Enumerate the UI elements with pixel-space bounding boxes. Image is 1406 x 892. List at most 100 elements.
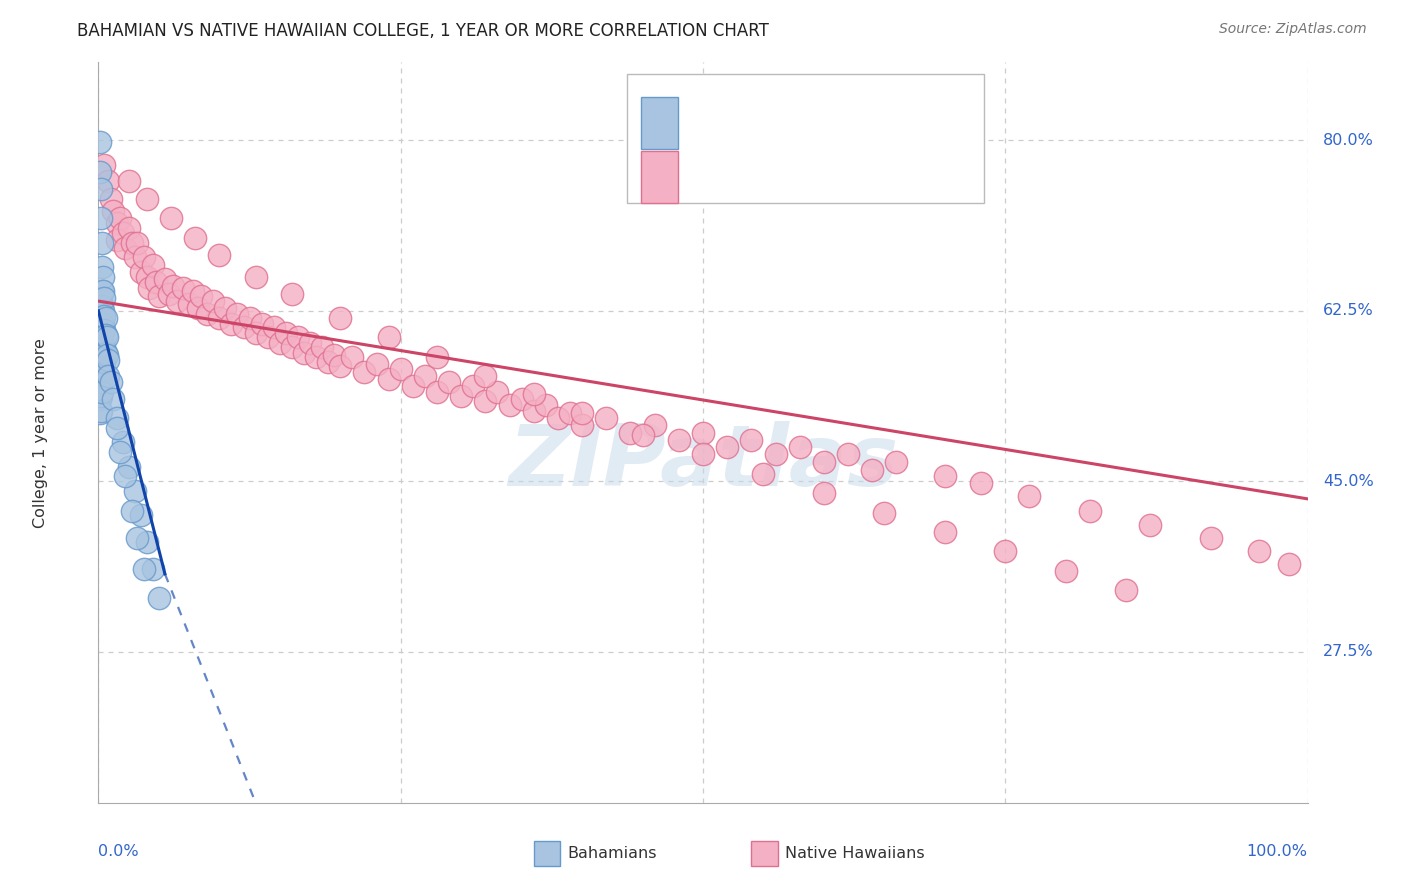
Text: R = −0.494   N = 115: R = −0.494 N = 115 xyxy=(693,169,911,186)
Point xyxy=(91,330,114,344)
Point xyxy=(90,182,112,196)
Point xyxy=(89,318,111,333)
Point xyxy=(148,289,170,303)
Point xyxy=(534,398,557,412)
Point xyxy=(813,455,835,469)
Point xyxy=(366,358,388,372)
Point xyxy=(934,524,956,539)
Point xyxy=(134,250,156,264)
Point xyxy=(91,285,114,299)
Point xyxy=(97,352,120,367)
Point xyxy=(269,336,291,351)
Point xyxy=(96,330,118,344)
Point xyxy=(1018,489,1040,503)
Point xyxy=(105,421,128,435)
Point xyxy=(1139,518,1161,533)
Point xyxy=(91,348,114,362)
Point xyxy=(329,359,352,374)
Point xyxy=(402,379,425,393)
Point xyxy=(127,531,149,545)
Point xyxy=(118,221,141,235)
Point xyxy=(281,340,304,354)
Point xyxy=(1115,583,1137,598)
Point xyxy=(1054,564,1077,578)
Point xyxy=(93,158,115,172)
Point xyxy=(142,562,165,576)
Point xyxy=(970,476,993,491)
Point xyxy=(571,417,593,432)
Point xyxy=(121,503,143,517)
Point xyxy=(184,231,207,245)
Point xyxy=(89,392,111,406)
Point xyxy=(263,320,285,334)
Point xyxy=(97,369,120,384)
Point xyxy=(994,544,1017,558)
Point xyxy=(89,303,111,318)
Point xyxy=(547,411,569,425)
Point xyxy=(463,379,485,393)
Point xyxy=(93,291,115,305)
Point xyxy=(202,294,225,309)
Point xyxy=(89,164,111,178)
Point xyxy=(91,269,114,284)
Point xyxy=(239,310,262,325)
Point xyxy=(498,398,520,412)
Point xyxy=(91,235,114,250)
Point xyxy=(91,303,114,318)
Point xyxy=(208,310,231,325)
Point xyxy=(105,411,128,425)
Point xyxy=(716,440,738,454)
Point xyxy=(93,340,115,354)
Point xyxy=(426,384,449,399)
Text: 45.0%: 45.0% xyxy=(1323,474,1374,489)
Text: 62.5%: 62.5% xyxy=(1323,303,1374,318)
Text: Bahamians: Bahamians xyxy=(568,846,657,861)
Point xyxy=(316,355,339,369)
Point xyxy=(118,459,141,474)
Point xyxy=(837,447,859,461)
Text: ZIPatlas: ZIPatlas xyxy=(508,421,898,504)
Point xyxy=(101,392,124,406)
Point xyxy=(91,338,114,352)
Point xyxy=(474,369,496,384)
Point xyxy=(740,434,762,448)
Point xyxy=(389,362,412,376)
Point xyxy=(342,350,364,364)
Text: R = −0.375   N =  63: R = −0.375 N = 63 xyxy=(693,114,911,132)
Point xyxy=(860,462,883,476)
Point xyxy=(208,248,231,262)
Point xyxy=(134,562,156,576)
Point xyxy=(114,240,136,255)
Point xyxy=(124,250,146,264)
Point xyxy=(245,326,267,341)
Point xyxy=(160,211,183,226)
Point xyxy=(292,345,315,359)
Point xyxy=(232,320,254,334)
Point xyxy=(523,386,546,401)
Point xyxy=(135,269,157,284)
Point xyxy=(510,392,533,406)
Point xyxy=(813,486,835,500)
Point xyxy=(1249,544,1271,558)
Point xyxy=(523,404,546,418)
Point xyxy=(162,279,184,293)
Point xyxy=(311,340,333,354)
Point xyxy=(226,307,249,321)
Point xyxy=(426,350,449,364)
Point xyxy=(108,445,131,459)
Point xyxy=(571,406,593,420)
Point xyxy=(873,506,896,520)
Point xyxy=(89,362,111,376)
Point xyxy=(631,427,654,442)
Point xyxy=(148,591,170,606)
Point xyxy=(89,333,111,347)
Point xyxy=(91,260,114,274)
Text: 27.5%: 27.5% xyxy=(1323,644,1374,659)
Point xyxy=(121,235,143,250)
Point xyxy=(153,271,176,285)
Point xyxy=(89,376,111,391)
Point xyxy=(89,348,111,362)
Point xyxy=(1199,531,1222,545)
Point xyxy=(89,136,111,150)
Point xyxy=(619,425,641,440)
